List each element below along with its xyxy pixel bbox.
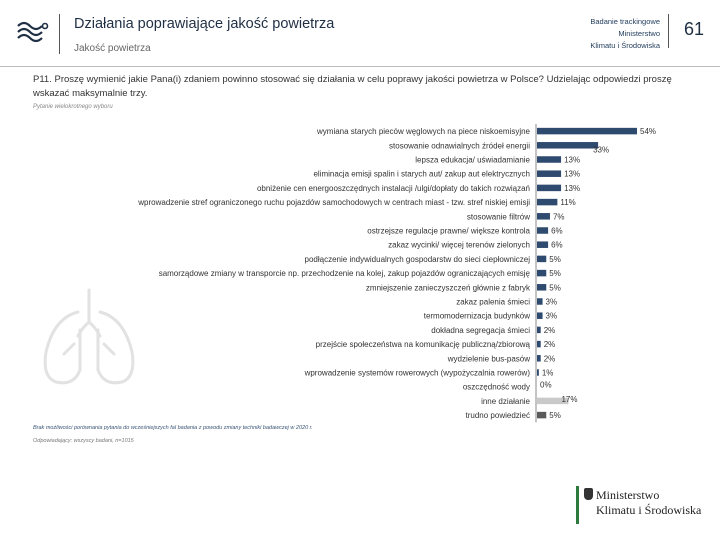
data-bar — [537, 170, 562, 177]
category-label: inne działanie — [481, 397, 530, 406]
data-bar — [537, 269, 547, 277]
data-label: 13% — [564, 184, 580, 193]
category-label: termomodernizacja budynków — [424, 312, 530, 321]
page-number: 61 — [683, 19, 704, 39]
project-name: Badanie trackingowe Ministerstwo Klimatu… — [540, 16, 660, 52]
data-label: 5% — [549, 269, 561, 278]
data-label: 1% — [542, 369, 554, 378]
category-label: zakaz wycinki/ więcej terenów zielonych — [388, 241, 530, 250]
header-divider — [59, 14, 60, 54]
data-label: 5% — [549, 283, 561, 292]
data-label: 6% — [551, 227, 563, 236]
category-label: wymiana starych pieców węglowych na piec… — [316, 127, 531, 136]
project-line-1: Badanie trackingowe — [590, 17, 660, 26]
data-bar — [537, 156, 562, 163]
category-label: zmniejszenie zanieczyszczeń głównie z fa… — [366, 283, 531, 292]
data-bar — [537, 284, 547, 291]
category-label: dokładna segregacja śmieci — [431, 326, 530, 335]
data-label: 2% — [544, 340, 556, 349]
ministry-logo-line-1: Ministerstwo — [596, 488, 660, 502]
data-bar — [537, 326, 541, 334]
category-label: eliminacja emisji spalin i starych aut/ … — [313, 170, 530, 179]
category-label: stosowanie odnawialnych źródeł energii — [389, 141, 530, 150]
category-label: lepsza edukacja/ uświadamianie — [415, 156, 530, 165]
data-label: 3% — [546, 312, 558, 321]
project-line-3: Klimatu i Środowiska — [590, 41, 660, 50]
ministry-logo: Ministerstwo Klimatu i Środowiska — [576, 484, 706, 528]
ministry-logo-line-2: Klimatu i Środowiska — [596, 503, 702, 517]
data-label: 11% — [560, 198, 575, 207]
data-bar — [537, 298, 543, 305]
page-subtitle: Jakość powietrza — [74, 43, 151, 54]
category-label: samorządowe zmiany w transporcie np. prz… — [159, 269, 531, 278]
page-title: Działania poprawiające jakość powietrza — [74, 16, 335, 32]
category-label: podłączenie indywidualnych gospodarstw d… — [305, 255, 531, 264]
data-bar — [537, 198, 558, 206]
data-bar — [537, 255, 547, 263]
category-label: przejście społeczeństwa na komunikację p… — [316, 340, 531, 349]
data-label: 54% — [640, 127, 656, 136]
data-label: 5% — [549, 411, 561, 420]
data-label: 33% — [593, 145, 609, 154]
data-label: 2% — [544, 354, 556, 363]
data-bar — [537, 142, 599, 149]
data-bar — [537, 213, 550, 220]
lungs-icon — [43, 288, 135, 385]
question-text: P11. Proszę wymienić jakie Pana(i) zdani… — [33, 74, 672, 99]
ministry-logo-bar — [576, 486, 579, 524]
eagle-icon — [584, 488, 593, 500]
footnote-base: Odpowiadający: wszyscy badani, n=1015 — [33, 438, 134, 444]
data-label: 0% — [540, 381, 552, 390]
data-bar — [537, 411, 547, 419]
data-label: 6% — [551, 241, 563, 250]
category-label: wydzielenie bus-pasów — [447, 354, 530, 363]
data-bar — [537, 369, 539, 376]
category-label: zakaz palenia śmieci — [456, 298, 530, 307]
category-label: ostrzejsze regulacje prawne/ większe kon… — [367, 227, 530, 236]
footnote-comparison: Brak możliwości porównania pytania do wc… — [33, 425, 313, 431]
category-label: wprowadzenie stref ograniczonego ruchu p… — [137, 198, 530, 207]
data-label: 2% — [544, 326, 556, 335]
project-line-2: Ministerstwo — [618, 29, 660, 38]
data-bar — [537, 340, 541, 348]
data-bar — [537, 312, 543, 319]
data-label: 5% — [549, 255, 561, 264]
category-label: trudno powiedzieć — [466, 411, 530, 420]
category-label: wprowadzenie systemów rowerowych (wypoży… — [304, 369, 531, 378]
survey-logo-icon — [17, 21, 49, 43]
data-bar — [537, 397, 569, 405]
data-bar — [537, 127, 637, 135]
question-note: Pytanie wielokrotnego wyboru — [33, 104, 113, 110]
data-bar — [537, 355, 541, 362]
data-label: 13% — [564, 170, 580, 179]
data-bar — [537, 227, 549, 234]
data-label: 7% — [553, 212, 565, 221]
data-bar — [537, 184, 562, 192]
data-label: 17% — [561, 395, 577, 404]
data-label: 3% — [546, 298, 558, 307]
category-label: oszczędność wody — [463, 383, 530, 392]
page-number-divider — [668, 14, 669, 48]
data-label: 13% — [564, 156, 580, 165]
data-bar — [537, 241, 549, 248]
category-label: obniżenie cen energooszczędnych instalac… — [257, 184, 530, 193]
category-label: stosowanie filtrów — [467, 212, 530, 221]
header-rule — [0, 66, 720, 67]
